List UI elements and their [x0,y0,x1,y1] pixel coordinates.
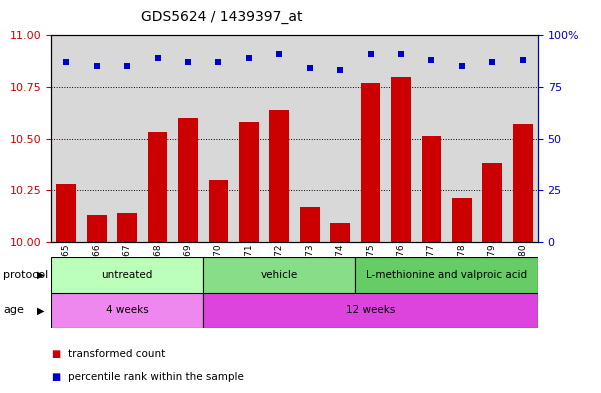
Point [153,55,162,61]
Point [275,51,284,57]
Bar [361,83,380,242]
Bar [269,110,289,242]
Bar [51,257,203,293]
Point [213,59,223,65]
Point [92,63,102,70]
Bar [203,257,355,293]
Point [123,63,132,70]
Bar [483,163,502,242]
Text: ▶: ▶ [37,270,44,280]
Point [396,51,406,57]
Text: vehicle: vehicle [261,270,298,280]
Bar [178,118,198,242]
Bar [87,215,106,242]
Bar [56,184,76,242]
Text: percentile rank within the sample: percentile rank within the sample [68,372,244,382]
Bar [452,198,472,242]
Bar [148,132,168,242]
Bar [330,223,350,242]
Bar [300,207,320,242]
Text: age: age [3,305,24,316]
Point [335,67,345,73]
Point [518,57,528,63]
Bar [209,180,228,242]
Point [61,59,71,65]
Text: L-methionine and valproic acid: L-methionine and valproic acid [366,270,527,280]
Bar [421,136,441,242]
Bar [239,122,259,242]
Point [427,57,436,63]
Text: untreated: untreated [102,270,153,280]
Point [487,59,497,65]
Point [244,55,254,61]
Text: transformed count: transformed count [68,349,165,359]
Text: ■: ■ [51,372,60,382]
Bar [513,124,532,242]
Text: ■: ■ [51,349,60,359]
Bar [51,293,203,328]
Bar [117,213,137,242]
Bar [391,77,411,242]
Point [366,51,376,57]
Point [457,63,466,70]
Text: GDS5624 / 1439397_at: GDS5624 / 1439397_at [141,10,302,24]
Text: 4 weeks: 4 weeks [106,305,148,316]
Point [305,65,314,72]
Text: ▶: ▶ [37,305,44,316]
Text: 12 weeks: 12 weeks [346,305,395,316]
Text: protocol: protocol [3,270,48,280]
Bar [203,293,538,328]
Bar [355,257,538,293]
Point [183,59,193,65]
